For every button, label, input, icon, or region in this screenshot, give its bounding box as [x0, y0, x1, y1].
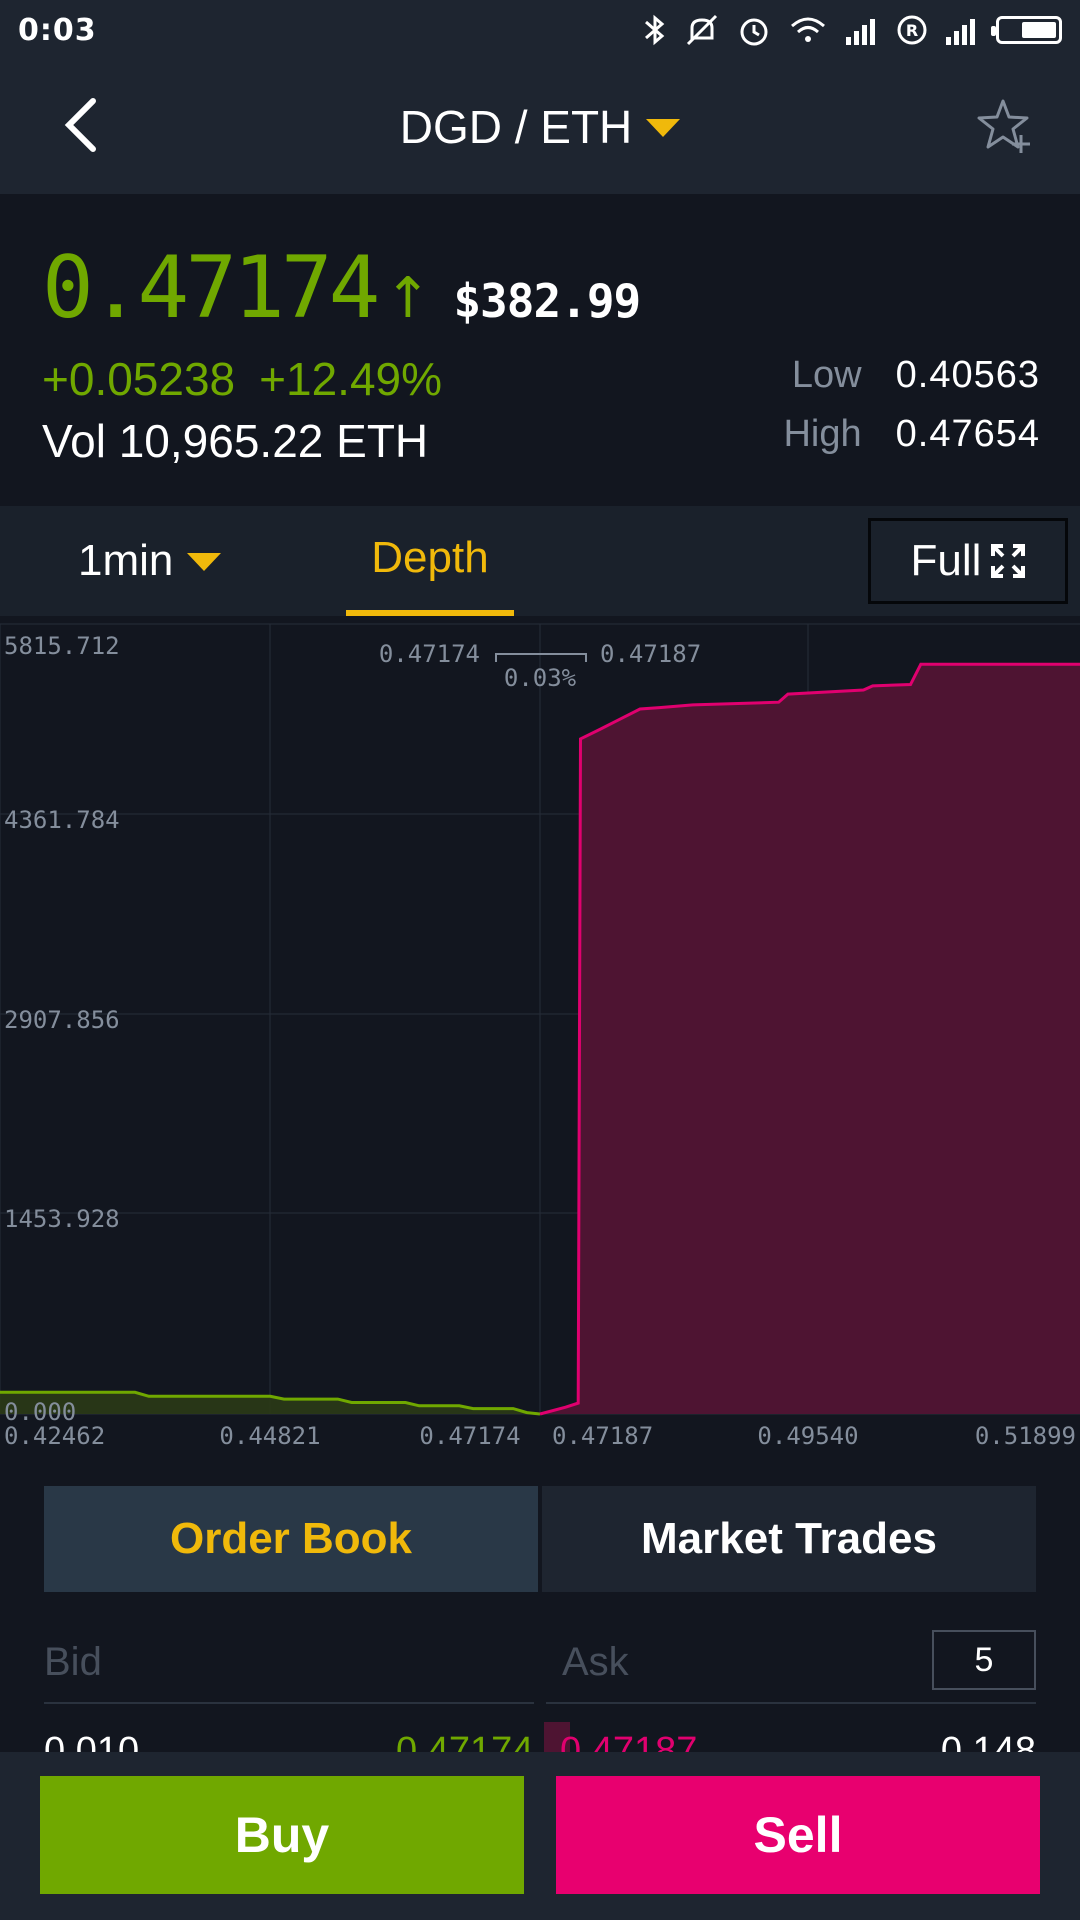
change-row: +0.05238 +12.49%	[42, 352, 442, 406]
depth-chart[interactable]: 5815.712 4361.784 2907.856 1453.928 0.000 0.4…	[0, 616, 1080, 1464]
fullscreen-label: Full	[910, 536, 982, 585]
chevron-left-icon	[64, 98, 96, 152]
x-tick-label: 0.47187	[552, 1422, 653, 1450]
alarm-icon	[740, 18, 768, 46]
y-tick-label: 5815.712	[4, 632, 120, 660]
status-bar: 0:03 R	[0, 0, 1080, 60]
depth-selector[interactable]: 5	[932, 1630, 1036, 1690]
usd-price: $382.99	[453, 274, 641, 328]
expand-icon	[991, 544, 1026, 578]
spread-percent-label: 0.03%	[504, 664, 577, 692]
x-tick-label: 0.49540	[757, 1422, 858, 1450]
low-high-stats: Low 0.40563 High 0.47654	[783, 354, 1040, 456]
mute-icon	[686, 14, 718, 46]
high-value: 0.47654	[895, 413, 1040, 455]
bid-depth-line	[0, 1390, 541, 1416]
interval-label: 1min	[78, 536, 174, 585]
ask-column-label: Ask	[562, 1640, 629, 1684]
action-bar: Buy Sell	[0, 1752, 1080, 1920]
tab-interval[interactable]: 1min	[78, 536, 222, 586]
spread-bid-label: 0.47174	[379, 640, 480, 668]
bluetooth-icon	[645, 14, 665, 46]
divider	[44, 1702, 534, 1704]
battery-icon	[991, 16, 1062, 44]
signal-icon	[946, 19, 975, 45]
caret-down-icon	[646, 119, 681, 137]
divider	[546, 1702, 1036, 1704]
y-tick-label: 1453.928	[4, 1205, 120, 1233]
y-tick-label: 4361.784	[4, 806, 120, 834]
price-row: 0.47174 ↑ $382.99	[42, 238, 641, 338]
spread-bracket	[495, 653, 587, 662]
order-book-tabs: Order Book Market Trades	[44, 1486, 1036, 1592]
x-tick-label: 0.51899	[975, 1422, 1076, 1450]
nav-bar: DGD / ETH	[0, 60, 1080, 194]
ask-depth-line	[539, 662, 1080, 1416]
back-button[interactable]	[46, 90, 116, 160]
pair-selector[interactable]: DGD / ETH	[400, 100, 681, 154]
status-time: 0:03	[18, 12, 97, 48]
x-tick-label: 0.47174	[419, 1422, 520, 1450]
volume: Vol 10,965.22 ETH	[42, 415, 429, 467]
x-tick-label: 0.44821	[219, 1422, 320, 1450]
high-label: High	[783, 413, 862, 455]
price-change-percent: +12.49%	[259, 353, 443, 405]
sell-button[interactable]: Sell	[556, 1776, 1040, 1894]
wifi-icon	[791, 17, 825, 42]
tab-market-trades[interactable]: Market Trades	[542, 1486, 1036, 1592]
x-tick-label: 0.42462	[4, 1422, 105, 1450]
bid-depth-area	[0, 1392, 540, 1414]
fullscreen-button[interactable]: Full	[868, 518, 1068, 604]
price-change: +0.05238	[42, 353, 236, 405]
up-arrow-icon: ↑	[384, 266, 432, 331]
bid-column-label: Bid	[44, 1640, 102, 1684]
page-title: DGD / ETH	[399, 101, 633, 153]
buy-button[interactable]: Buy	[40, 1776, 524, 1894]
tab-order-book[interactable]: Order Book	[44, 1486, 538, 1592]
y-tick-label: 0.000	[4, 1398, 76, 1426]
tab-depth[interactable]: Depth	[346, 506, 514, 616]
order-book-header: Bid Ask 5	[44, 1630, 1036, 1700]
ask-depth-area	[540, 664, 1080, 1414]
spread-ask-label: 0.47187	[600, 640, 701, 668]
y-tick-label: 2907.856	[4, 1006, 120, 1034]
star-plus-icon	[977, 99, 1030, 153]
svg-text:R: R	[906, 21, 918, 40]
low-value: 0.40563	[895, 354, 1040, 396]
status-icons: R	[642, 12, 1062, 48]
registered-icon: R	[897, 15, 927, 45]
low-label: Low	[791, 354, 862, 396]
caret-down-icon	[187, 553, 222, 571]
ticker-panel: 0.47174 ↑ $382.99 +0.05238 +12.49% Vol 1…	[0, 194, 1080, 506]
depth-chart-svg: 5815.7124361.7842907.8561453.9280.0000.4…	[0, 623, 1080, 1450]
chart-tabs: 1min Depth Full	[0, 506, 1080, 616]
favorite-button[interactable]	[970, 90, 1040, 160]
signal-icon	[846, 19, 875, 45]
last-price: 0.47174	[42, 238, 380, 338]
